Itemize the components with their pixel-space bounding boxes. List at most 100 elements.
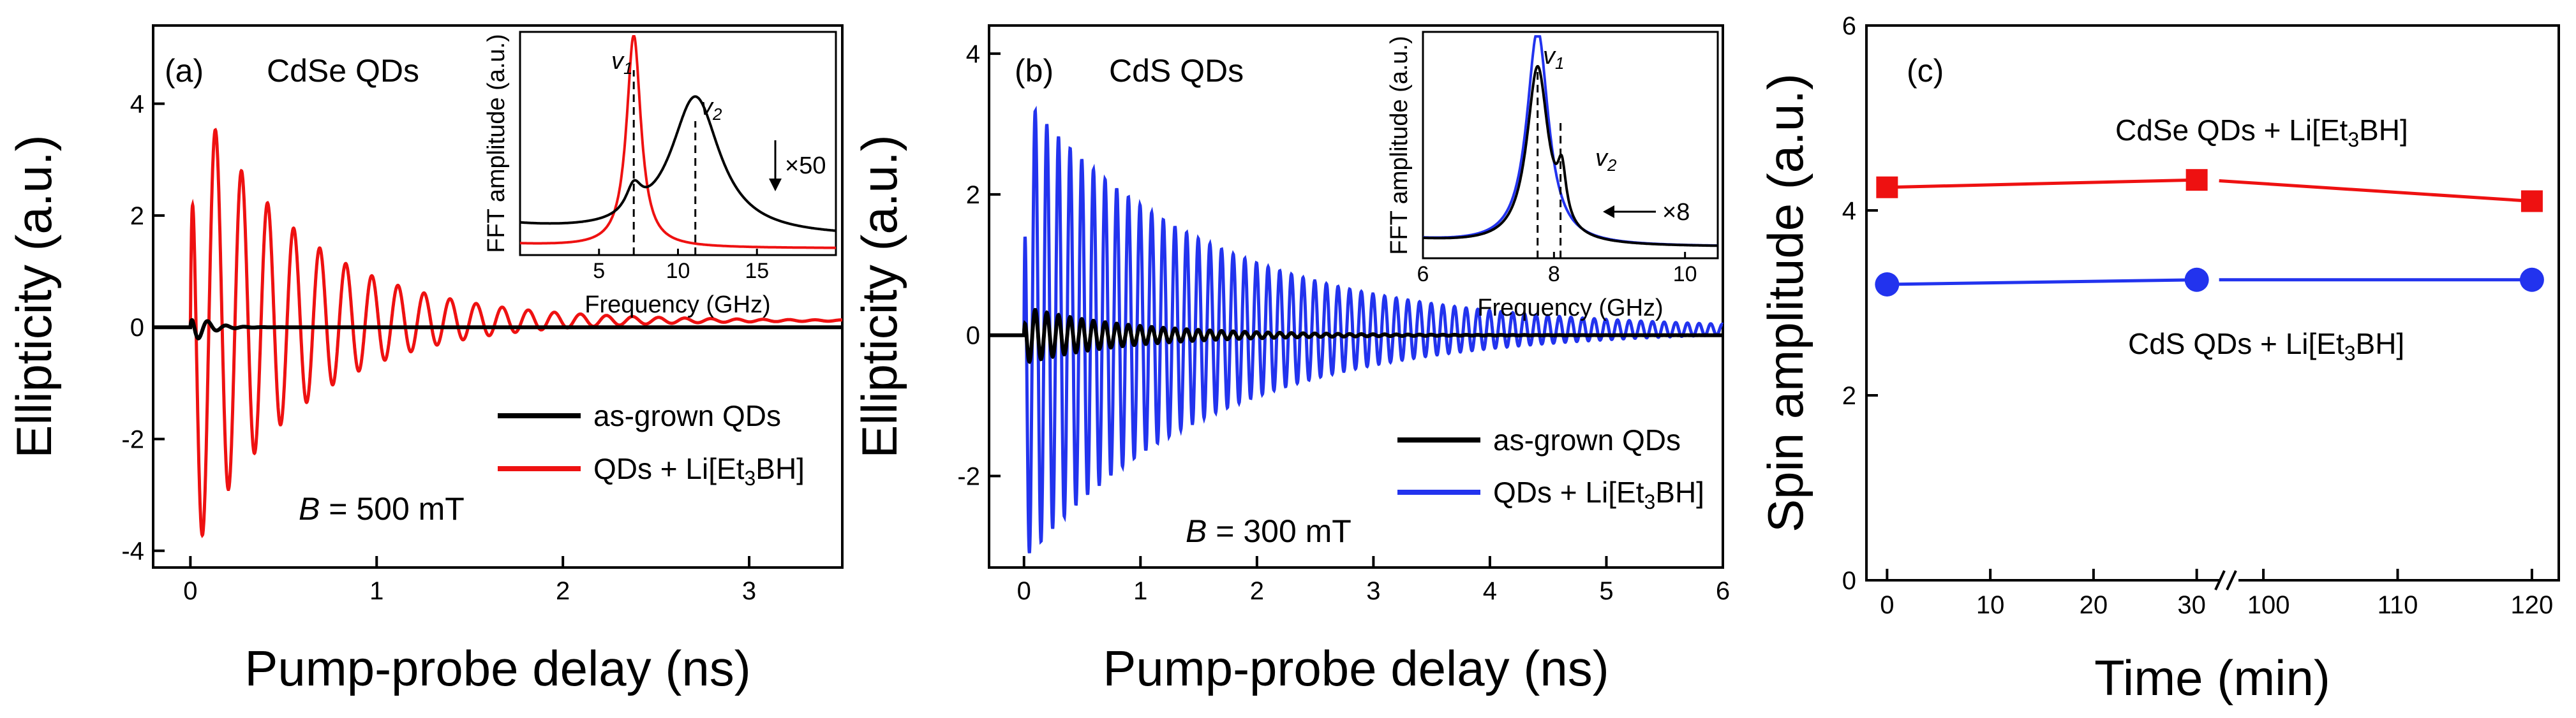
panel-a-inset-peak1-sub: 1 [623,59,632,78]
panel-b-inset-peak2-label: v2 [1595,145,1617,175]
panel-b-inset-scale-note: ×8 [1662,199,1690,226]
panel-c: 0 10 20 30 100 110 120 0 2 4 6 (c) Time (min) Spin… [1757,12,2560,706]
panel-a: 0 1 2 3 -4 -2 0 2 4 (a) CdSe QDs Pump-probe dela… [6,24,844,696]
x-tick-label-b: 5 [1599,577,1613,605]
series-line-b-0 [989,308,1723,365]
panel-a-inset-ylabel: FFT amplitude (a.u.) [483,34,510,253]
panel-b-inset-peak1-sub: 1 [1555,54,1564,73]
panel-b-inset-ylabel: FFT amplitude (a.u.) [1386,36,1413,255]
panel-c-frame [1865,24,2560,582]
panel-b-legend-label-treated-a: QDs + Li[Et [1493,476,1644,509]
panel-b-legend-label-asgrown: as-grown QDs [1493,423,1681,457]
panel-c-series2-label-a: CdS QDs + Li[Et [2128,327,2344,360]
panel-a-inset-peak1-label: v1 [611,48,632,78]
panel-a-xlabel: Pump-probe delay (ns) [244,640,750,696]
panel-a-field: B = 500 mT [299,491,465,527]
series-line-c-1 [1887,278,2197,286]
panel-c-label: (c) [1907,53,1944,89]
panel-a-inset-scale-arrowhead [769,179,782,191]
y-tick-label-c: 2 [1842,382,1856,410]
x-tick-label-c: 30 [2177,591,2206,619]
panel-c-series2-label: CdS QDs + Li[Et3BH] [2128,327,2404,365]
panel-b-inset-frame [1422,31,1719,260]
inset-x-tick-label-b: 6 [1417,262,1429,286]
panel-c-xlabel: Time (min) [2094,650,2330,706]
panel-b-field-var: B [1186,513,1207,549]
y-tick-label-b: 2 [966,181,980,209]
panel-a-inset-peak2-sub: 2 [712,105,722,124]
x-tick-label-a: 3 [742,577,756,605]
panel-b-xlabel: Pump-probe delay (ns) [1103,640,1609,696]
data-point-c-0-2 [2520,190,2543,212]
x-tick-label-b: 1 [1133,577,1147,605]
panel-a-legend-label-treated-sub: 3 [744,467,756,490]
x-tick-label-b: 2 [1250,577,1264,605]
panel-c-series1-label-b: BH] [2359,114,2408,147]
y-tick-label-c: 0 [1842,567,1856,595]
panel-b-legend-label-treated: QDs + Li[Et3BH] [1493,476,1704,513]
panel-a-inset-frame [519,31,837,256]
panel-b-frame [988,24,1724,569]
y-tick-label-a: 0 [130,314,144,342]
x-tick-label-c: 110 [2378,591,2418,619]
x-tick-label-b: 3 [1366,577,1380,605]
x-tick-label-c: 20 [2080,591,2108,619]
inset-line-a-1 [519,95,836,232]
panel-b-inset-peak2-v: v [1595,145,1609,172]
panel-c-break-mark-right [2226,570,2237,590]
data-point-c-1-2 [2519,267,2544,292]
data-point-c-0-1 [2185,169,2208,191]
panel-c-axis-break [2214,568,2238,593]
panel-a-legend-label-treated-b: BH] [756,452,805,485]
panel-a-legend-label-treated-a: QDs + Li[Et [593,452,745,485]
panel-b-label: (b) [1015,53,1053,89]
panel-b-title: CdS QDs [1109,53,1244,89]
series-line-a-0 [153,318,842,341]
inset-x-tick-label-a: 15 [745,259,769,283]
panel-b: 0 1 2 3 4 5 6 -2 0 2 4 (b) CdS QDs Pump-probe dela… [851,24,1730,696]
panel-a-ticks: 0 1 2 3 -4 -2 0 2 4 [121,91,756,605]
panel-a-inset-xlabel: Frequency (GHz) [584,291,770,318]
y-tick-label-a: -2 [121,425,144,453]
y-tick-label-c: 6 [1842,12,1856,40]
panel-a-inset-peak1-v: v [611,48,625,75]
x-tick-label-c: 0 [1880,591,1894,619]
series-line-c-0 [1887,178,2197,189]
y-tick-label-c: 4 [1842,197,1856,225]
inset-x-tick-label-a: 10 [666,259,690,283]
panel-a-inset-scale-note: ×50 [785,152,826,179]
panel-c-break-mark-left [2214,570,2226,590]
panel-b-inset-peak1-v: v [1543,43,1556,70]
panel-a-ylabel: Ellipticity (a.u.) [6,135,62,458]
panel-c-ticks: 0 10 20 30 100 110 120 0 2 4 6 [1842,12,2554,619]
panel-c-series2-label-sub: 3 [2344,342,2356,365]
panel-a-legend-label-treated: QDs + Li[Et3BH] [593,452,805,490]
panel-c-ylabel: Spin amplitude (a.u.) [1757,73,1813,532]
panel-c-marks [1875,169,2544,297]
panel-a-inset-curves [519,35,836,255]
data-point-c-0-0 [1876,176,1898,198]
inset-line-a-0 [520,35,836,249]
panel-b-legend-label-treated-sub: 3 [1644,490,1655,513]
panel-b-ylabel: Ellipticity (a.u.) [851,135,907,458]
panel-a-title: CdSe QDs [267,53,419,89]
y-tick-label-a: -4 [121,538,144,566]
panel-b-legend: as-grown QDs QDs + Li[Et3BH] [1397,423,1704,513]
x-tick-label-c: 120 [2511,591,2554,619]
panel-c-series1-label-a: CdSe QDs + Li[Et [2115,114,2348,147]
panel-c-series1-label-sub: 3 [2348,128,2359,151]
panel-b-inset-peak2-sub: 2 [1607,156,1617,175]
series-line-c-0-b [2219,179,2533,203]
x-tick-label-b: 0 [1017,577,1031,605]
inset-line-b-1 [1423,65,1718,247]
panel-b-inset-curves [1423,35,1718,258]
panel-a-legend-label-asgrown: as-grown QDs [593,399,781,432]
y-tick-label-a: 4 [130,91,144,119]
panel-b-legend-label-treated-b: BH] [1655,476,1704,509]
panel-b-ticks: 0 1 2 3 4 5 6 -2 0 2 4 [957,40,1730,605]
panel-a-field-var: B [299,491,320,527]
x-tick-label-a: 1 [369,577,383,605]
x-tick-label-c: 100 [2247,591,2290,619]
panel-a-curves [153,128,842,539]
y-tick-label-b: -2 [957,462,980,490]
